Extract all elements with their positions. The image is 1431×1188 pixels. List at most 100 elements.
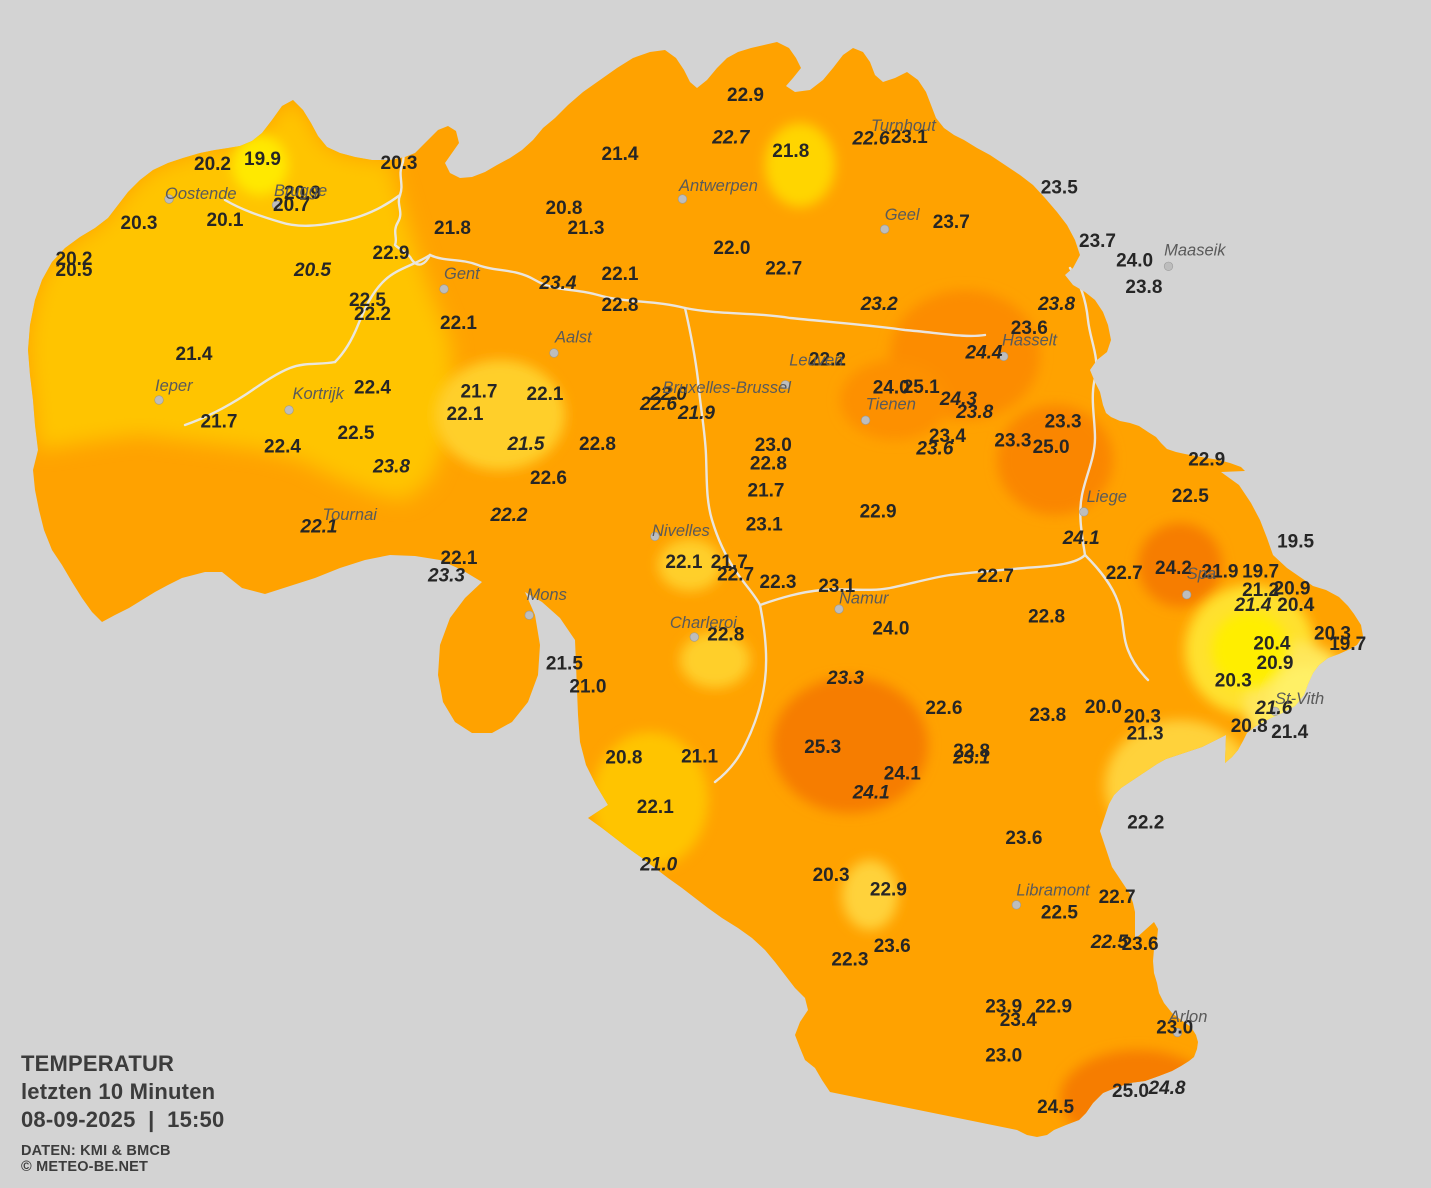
- svg-text:Antwerpen: Antwerpen: [678, 177, 758, 195]
- svg-text:21.7: 21.7: [461, 382, 498, 403]
- svg-text:22.8: 22.8: [1028, 606, 1065, 627]
- svg-text:23.1: 23.1: [746, 515, 783, 536]
- svg-text:Nivelles: Nivelles: [652, 522, 710, 540]
- svg-text:22.5: 22.5: [1172, 486, 1209, 507]
- svg-text:20.5: 20.5: [56, 260, 93, 281]
- svg-text:23.6: 23.6: [915, 439, 953, 460]
- svg-text:20.3: 20.3: [1215, 671, 1252, 692]
- svg-text:Liege: Liege: [1087, 488, 1127, 506]
- svg-text:25.3: 25.3: [804, 737, 841, 758]
- svg-text:St-Vith: St-Vith: [1275, 690, 1324, 708]
- svg-text:21.4: 21.4: [602, 144, 639, 165]
- svg-text:23.6: 23.6: [1122, 934, 1159, 955]
- svg-text:20.3: 20.3: [121, 213, 158, 234]
- svg-text:22.6: 22.6: [925, 698, 962, 719]
- svg-text:23.8: 23.8: [1029, 705, 1066, 726]
- svg-text:21.1: 21.1: [681, 747, 718, 768]
- svg-text:24.0: 24.0: [1116, 250, 1153, 271]
- svg-text:20.2: 20.2: [194, 154, 231, 175]
- svg-text:20.8: 20.8: [1231, 716, 1268, 737]
- svg-text:24.0: 24.0: [872, 619, 909, 640]
- svg-text:22.7: 22.7: [1099, 887, 1136, 908]
- svg-text:21.0: 21.0: [639, 855, 677, 876]
- svg-text:Spa: Spa: [1187, 565, 1216, 583]
- svg-text:22.3: 22.3: [760, 572, 797, 593]
- svg-text:22.7: 22.7: [765, 259, 802, 280]
- svg-text:Tournai: Tournai: [323, 506, 379, 524]
- svg-text:24.4: 24.4: [965, 343, 1003, 364]
- svg-text:22.7: 22.7: [711, 128, 750, 149]
- svg-text:Geel: Geel: [885, 206, 921, 224]
- svg-text:22.1: 22.1: [527, 384, 564, 405]
- svg-text:Maaseik: Maaseik: [1164, 241, 1226, 259]
- svg-text:23.8: 23.8: [1037, 294, 1075, 315]
- svg-text:20.9: 20.9: [1257, 653, 1294, 674]
- svg-text:Brugge: Brugge: [274, 182, 327, 200]
- svg-text:21.5: 21.5: [507, 434, 545, 455]
- svg-text:20.5: 20.5: [293, 260, 331, 281]
- svg-text:22.1: 22.1: [447, 404, 484, 425]
- svg-text:23.3: 23.3: [1045, 411, 1082, 432]
- svg-text:23.7: 23.7: [933, 212, 970, 233]
- svg-text:24.1: 24.1: [852, 783, 890, 804]
- svg-text:20.4: 20.4: [1277, 595, 1314, 616]
- svg-text:23.3: 23.3: [826, 668, 864, 689]
- svg-text:19.9: 19.9: [244, 149, 281, 170]
- svg-text:Aalst: Aalst: [554, 329, 593, 347]
- svg-text:23.3: 23.3: [994, 430, 1031, 451]
- svg-text:22.9: 22.9: [870, 879, 907, 900]
- svg-text:24.5: 24.5: [1037, 1097, 1074, 1118]
- svg-text:21.3: 21.3: [1127, 724, 1164, 745]
- svg-text:22.5: 22.5: [1041, 902, 1078, 923]
- svg-text:22.2: 22.2: [354, 304, 391, 325]
- svg-text:19.5: 19.5: [1277, 531, 1314, 552]
- svg-text:22.7: 22.7: [977, 566, 1014, 587]
- svg-text:24.1: 24.1: [884, 764, 921, 785]
- svg-text:21.4: 21.4: [176, 344, 213, 365]
- svg-text:22.1: 22.1: [637, 797, 674, 818]
- svg-text:22.9: 22.9: [1188, 450, 1225, 471]
- svg-text:Hasselt: Hasselt: [1002, 332, 1058, 350]
- svg-text:22.8: 22.8: [602, 295, 639, 316]
- svg-text:Kortrijk: Kortrijk: [293, 385, 345, 403]
- svg-text:22.5: 22.5: [338, 423, 375, 444]
- svg-text:22.4: 22.4: [264, 437, 301, 458]
- svg-text:20.1: 20.1: [207, 210, 244, 231]
- svg-text:23.3: 23.3: [427, 566, 465, 587]
- svg-text:23.5: 23.5: [1041, 178, 1078, 199]
- svg-text:22.4: 22.4: [354, 378, 391, 399]
- svg-text:23.6: 23.6: [1005, 828, 1042, 849]
- svg-text:25.0: 25.0: [1033, 437, 1070, 458]
- svg-text:Leuven: Leuven: [789, 352, 843, 370]
- svg-text:Namur: Namur: [839, 589, 890, 607]
- svg-text:23.2: 23.2: [860, 294, 898, 315]
- svg-text:21.8: 21.8: [772, 141, 809, 162]
- svg-text:Charleroi: Charleroi: [670, 614, 738, 632]
- svg-text:20.3: 20.3: [381, 153, 418, 174]
- svg-text:21.3: 21.3: [568, 218, 605, 239]
- svg-text:23.6: 23.6: [874, 936, 911, 957]
- svg-text:21.8: 21.8: [434, 218, 471, 239]
- svg-text:22.8: 22.8: [579, 434, 616, 455]
- svg-text:24.8: 24.8: [1148, 1078, 1186, 1099]
- svg-text:Ieper: Ieper: [155, 377, 194, 395]
- svg-text:23.4: 23.4: [1000, 1010, 1037, 1031]
- svg-text:21.5: 21.5: [546, 654, 583, 675]
- svg-text:21.7: 21.7: [711, 552, 748, 573]
- svg-text:22.9: 22.9: [860, 501, 897, 522]
- svg-text:Mons: Mons: [527, 586, 567, 604]
- svg-text:21.7: 21.7: [201, 412, 238, 433]
- svg-text:23.7: 23.7: [1079, 231, 1116, 252]
- svg-text:Gent: Gent: [444, 265, 481, 283]
- svg-text:Bruxelles-Brussel: Bruxelles-Brussel: [663, 379, 793, 397]
- svg-text:22.6: 22.6: [639, 394, 677, 415]
- svg-text:25.0: 25.0: [1112, 1081, 1149, 1102]
- svg-text:19.7: 19.7: [1329, 634, 1366, 655]
- svg-text:Libramont: Libramont: [1016, 881, 1091, 899]
- svg-text:20.8: 20.8: [546, 198, 583, 219]
- svg-text:Arlon: Arlon: [1168, 1008, 1208, 1026]
- svg-text:22.7: 22.7: [1106, 563, 1143, 584]
- svg-text:22.9: 22.9: [373, 243, 410, 264]
- svg-text:23.0: 23.0: [985, 1045, 1022, 1066]
- svg-text:20.8: 20.8: [605, 748, 642, 769]
